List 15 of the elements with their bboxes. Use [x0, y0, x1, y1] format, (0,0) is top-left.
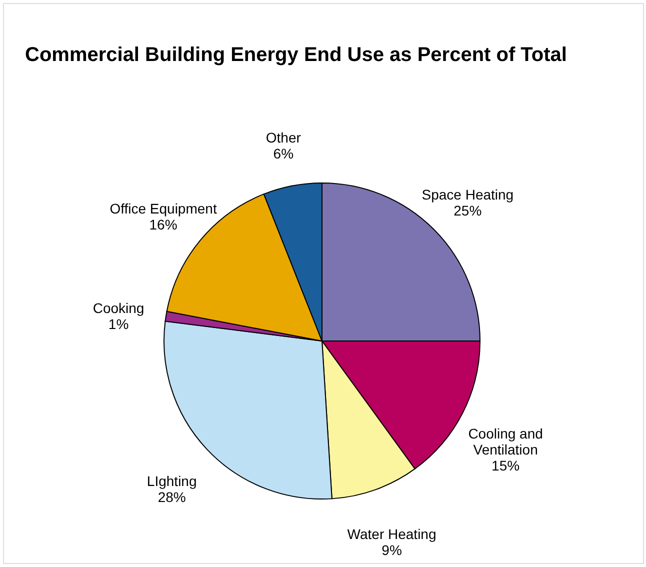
- slice-label: Cooling and Ventilation: [468, 426, 543, 458]
- slice-label: Office Equipment: [110, 200, 217, 217]
- data-label: 6%: [273, 146, 294, 162]
- data-label: 16%: [149, 216, 178, 233]
- slice-label: Water Heating: [347, 526, 436, 542]
- chart-title: Commercial Building Energy End Use as Percent of Total: [25, 44, 567, 66]
- data-label: 28%: [158, 489, 186, 506]
- slice-label: Cooking: [92, 300, 144, 316]
- data-label: 9%: [382, 542, 402, 558]
- data-label: 15%: [492, 458, 520, 474]
- data-label: 25%: [454, 202, 482, 218]
- slice-label: Space Heating: [422, 186, 514, 202]
- slice-label: Other: [266, 130, 302, 146]
- data-label: 1%: [108, 316, 129, 332]
- slice-label: LIghting: [146, 473, 197, 490]
